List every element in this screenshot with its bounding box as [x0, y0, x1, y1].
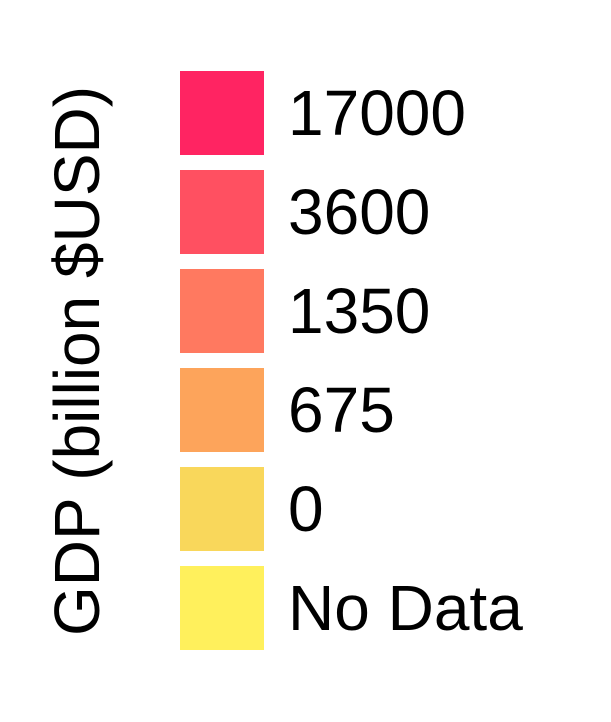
legend-list: 17000 3600 1350 675 0 No Data — [180, 71, 600, 650]
legend-item: 0 — [180, 467, 600, 551]
legend-label: 1350 — [288, 275, 431, 347]
legend-label: No Data — [288, 572, 523, 644]
legend-swatch — [180, 566, 264, 650]
legend-label: 17000 — [288, 77, 466, 149]
legend-item: 675 — [180, 368, 600, 452]
legend-swatch — [180, 368, 264, 452]
legend-swatch — [180, 467, 264, 551]
legend-item: No Data — [180, 566, 600, 650]
legend-title: GDP (billion $USD) — [41, 85, 113, 637]
legend-title-area: GDP (billion $USD) — [0, 0, 160, 722]
legend-item: 17000 — [180, 71, 600, 155]
legend-item: 1350 — [180, 269, 600, 353]
legend-label: 675 — [288, 374, 395, 446]
legend-label: 0 — [288, 473, 324, 545]
legend-item: 3600 — [180, 170, 600, 254]
legend-label: 3600 — [288, 176, 431, 248]
legend-swatch — [180, 269, 264, 353]
legend-swatch — [180, 170, 264, 254]
legend-swatch — [180, 71, 264, 155]
